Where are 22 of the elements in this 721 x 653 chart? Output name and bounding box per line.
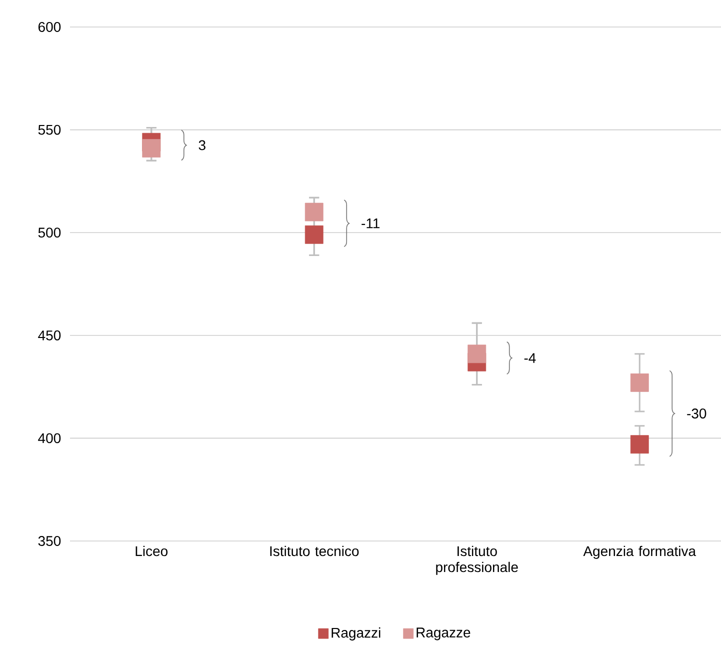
y-tick-label: 600 (38, 22, 61, 32)
x-tick-label: Liceo (136, 546, 168, 556)
point (304, 225, 324, 244)
point (468, 344, 486, 364)
y-tick-label: 350 (38, 536, 61, 546)
legend-label: Ragazze (416, 628, 470, 640)
point (304, 202, 324, 222)
point (630, 373, 649, 392)
annotation: -11 (362, 218, 380, 228)
annotation: -30 (687, 408, 706, 418)
y-tick-label: 500 (38, 228, 61, 238)
x-tick-label: Istituto professionale (436, 546, 518, 575)
annotation: 3 (198, 140, 206, 150)
x-tick-label: Agenzia formativa (583, 546, 696, 559)
annotation: -4 (524, 353, 536, 363)
point (630, 435, 649, 454)
y-tick-label: 450 (38, 330, 61, 340)
point (142, 139, 161, 158)
legend-label: Ragazzi (332, 627, 380, 640)
x-tick-label: Istituto tecnico (270, 546, 359, 556)
y-tick-label: 550 (38, 124, 61, 135)
y-tick-label: 400 (38, 433, 61, 444)
